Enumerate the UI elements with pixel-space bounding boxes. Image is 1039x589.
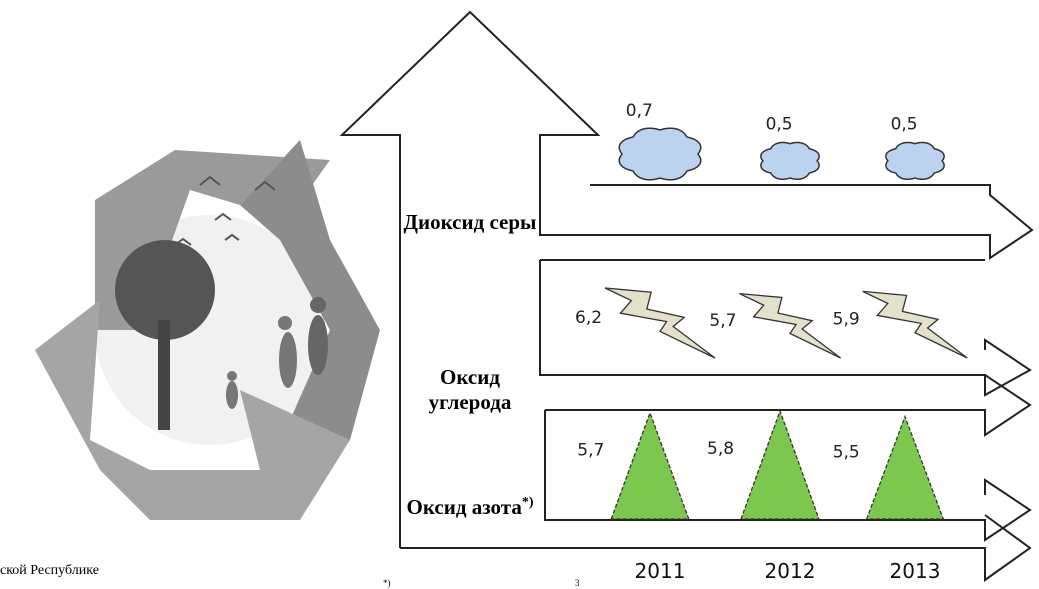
value-label: 6,2 <box>575 308 602 328</box>
note: *) <box>383 578 391 588</box>
x-tick-label: 2011 <box>635 559 686 583</box>
cloud <box>761 143 819 180</box>
triangle <box>867 417 944 519</box>
note: ской Республике <box>0 563 99 579</box>
value-label: 5,9 <box>833 310 860 330</box>
cloud <box>886 143 944 180</box>
value-label: 0,7 <box>626 101 653 121</box>
value-label: 5,5 <box>833 443 860 463</box>
value-label: 0,5 <box>891 115 918 135</box>
up-arrow <box>342 12 1032 548</box>
lightning <box>863 291 968 358</box>
row-label: Оксид азота*) <box>400 490 540 520</box>
triangle <box>611 413 688 519</box>
value-label: 5,7 <box>709 311 736 331</box>
value-label: 0,5 <box>766 115 793 135</box>
note: 3 <box>575 578 580 588</box>
x-tick-label: 2012 <box>765 559 816 583</box>
lightning <box>605 288 715 358</box>
value-label: 5,8 <box>707 439 734 459</box>
footnote-mark: *) <box>522 495 534 510</box>
row-label-text: Оксид азота <box>407 495 522 519</box>
infographic: 2011201220130,70,50,56,25,75,95,75,85,5 … <box>0 0 1039 589</box>
lightning <box>739 294 840 358</box>
triangle <box>741 411 819 519</box>
value-label: 5,7 <box>577 440 604 460</box>
row-label: Диоксид серы <box>400 210 540 235</box>
cloud <box>619 128 700 179</box>
recycle-emblem <box>35 140 380 520</box>
row-arrow <box>540 260 1030 395</box>
row-label: Оксид углерода <box>400 365 540 415</box>
x-tick-label: 2013 <box>890 559 941 583</box>
